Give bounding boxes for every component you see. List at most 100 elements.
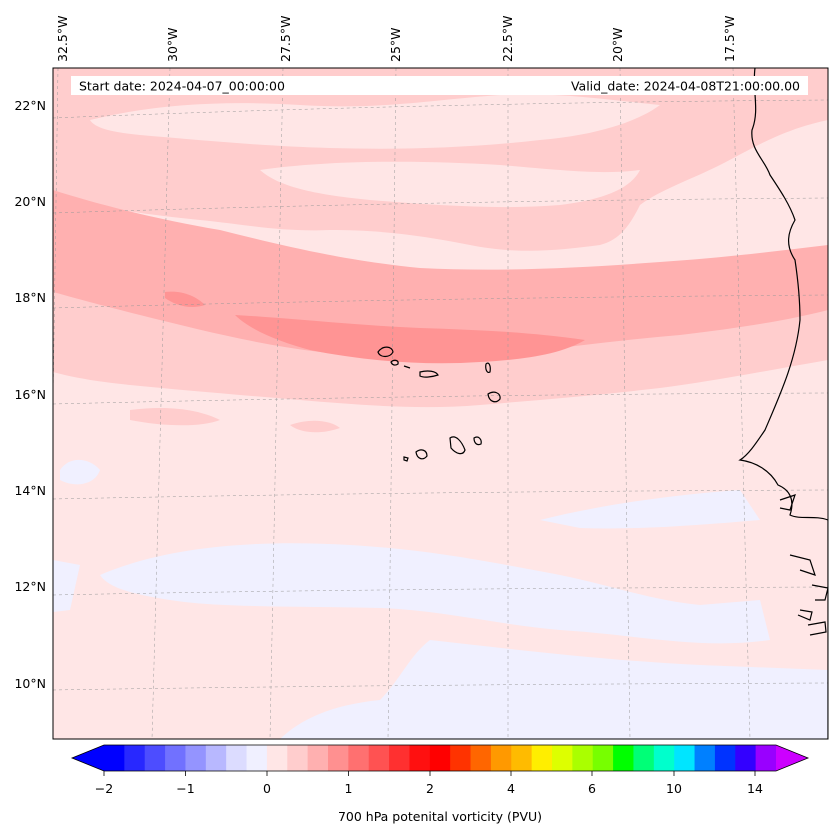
lat-label: 14°N [14, 483, 46, 498]
colorbar-cell [429, 745, 451, 771]
pv-band-1 [90, 94, 660, 149]
colorbar-tick-label: −1 [176, 781, 194, 796]
pv-negative-region [280, 640, 828, 739]
colorbar-cell [389, 745, 411, 771]
colorbar-cell [572, 745, 594, 771]
lon-label: 25°W [388, 27, 403, 62]
colorbar-cell [755, 745, 777, 771]
graticule [53, 68, 828, 739]
pv-band-3 [235, 315, 585, 364]
graticule-line [619, 68, 631, 739]
island-sao-nicolau [419, 370, 439, 378]
cape-verde-islands [377, 346, 501, 462]
lat-label: 10°N [14, 676, 46, 691]
colorbar-tick-label: 14 [747, 781, 763, 796]
graticule-line [387, 68, 397, 739]
colorbar-tick-label: 1 [345, 781, 353, 796]
pv-negative-region [60, 459, 100, 485]
colorbar-cell [694, 745, 716, 771]
colorbar-tick-label: 4 [507, 781, 515, 796]
colorbar-cell [226, 745, 248, 771]
coast-inlet [807, 621, 827, 636]
colorbar-tick-label: 2 [426, 781, 434, 796]
island-brava [403, 456, 409, 462]
colorbar-cell [144, 745, 166, 771]
colorbar-cell [511, 745, 533, 771]
pv-negative-region [100, 543, 770, 644]
colorbar-cell [714, 745, 736, 771]
colorbar-cells [104, 745, 777, 771]
colorbar-cell [104, 745, 125, 771]
lon-label: 22.5°W [500, 16, 515, 62]
colorbar-cell [613, 745, 635, 771]
colorbar-cell [592, 745, 614, 771]
colorbar-extend-low [72, 745, 104, 771]
pv-band-1 [260, 161, 640, 208]
coast-inlet [779, 494, 796, 511]
colorbar-cell [633, 745, 655, 771]
coast-inlet [789, 554, 816, 576]
colorbar-cell [348, 745, 370, 771]
lat-label: 18°N [14, 290, 46, 305]
graticule-line [732, 68, 751, 739]
island-santiago [449, 436, 466, 455]
lat-label: 22°N [14, 98, 46, 113]
colorbar-cell [674, 745, 696, 771]
colorbar-cell [450, 745, 472, 771]
africa-coastline [738, 68, 828, 739]
colorbar-cell [185, 745, 207, 771]
coastlines [738, 68, 828, 739]
lon-label: 20°W [610, 27, 625, 62]
pv-band-1 [290, 420, 340, 433]
lon-label: 32.5°W [55, 16, 70, 62]
colorbar-tick-label: 0 [263, 781, 271, 796]
island-maio [473, 436, 482, 446]
header-box [71, 76, 808, 95]
island-fogo [415, 449, 428, 460]
colorbar-cell [552, 745, 573, 771]
colorbar-cell [307, 745, 329, 771]
colorbar-cell [246, 745, 268, 771]
colorbar-ticks [103, 771, 756, 776]
colorbar-cell [368, 745, 390, 771]
colorbar-cell [409, 745, 431, 771]
graticule-line [269, 68, 284, 739]
colorbar-cell [470, 745, 492, 771]
colorbar-cell [490, 745, 512, 771]
colorbar-cell [205, 745, 227, 771]
island-boa-vista [487, 391, 501, 403]
pv-band-3 [165, 291, 205, 308]
coast-inlet [811, 584, 828, 601]
valid-date-label: Valid_date: 2024-04-08T21:00:00.00 [571, 79, 800, 94]
pv-contour-field [53, 68, 828, 739]
colorbar-cell [165, 745, 187, 771]
colorbar-title: 700 hPa potenital vorticity (PVU) [338, 809, 542, 824]
colorbar-cell [266, 745, 288, 771]
lat-label: 16°N [14, 387, 46, 402]
start-date-label: Start date: 2024-04-07_00:00:00 [79, 79, 285, 94]
pv-band-1 [130, 408, 220, 426]
map-frame [52, 67, 829, 740]
graticule-line [151, 68, 171, 739]
island-santa-luzia [403, 365, 411, 369]
pv-negative-region [53, 560, 80, 612]
colorbar-cell [287, 745, 309, 771]
lat-label: 12°N [14, 579, 46, 594]
lon-label: 27.5°W [278, 16, 293, 62]
colorbar-tick-label: 10 [666, 781, 682, 796]
island-sao-vicente [390, 359, 399, 366]
colorbar-tick-label: −2 [95, 781, 113, 796]
colorbar-cell [328, 745, 349, 771]
lat-label: 20°N [14, 194, 46, 209]
colorbar-cell [653, 745, 675, 771]
coast-inlet [797, 609, 813, 621]
pv-negative-region [540, 490, 760, 529]
colorbar: −2 −1 0 1 2 4 6 10 14 700 hPa potenital … [70, 744, 810, 824]
colorbar-tick-label: 6 [588, 781, 596, 796]
island-sal [485, 362, 491, 374]
colorbar-cell [531, 745, 553, 771]
lon-label: 17.5°W [722, 16, 737, 62]
island-santo-antao [377, 346, 394, 358]
colorbar-cell [124, 745, 146, 771]
